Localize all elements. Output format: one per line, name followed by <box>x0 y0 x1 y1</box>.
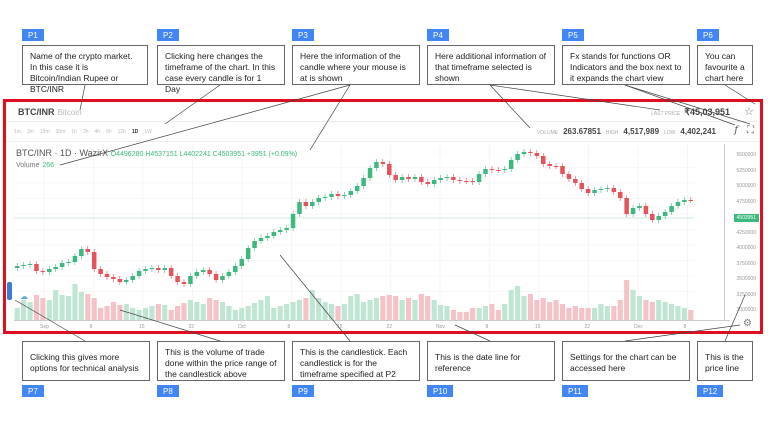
note-p8: This is the volume of trade done within … <box>157 341 285 381</box>
cloud-icon[interactable]: ☁ <box>20 292 28 301</box>
price-tick: 4000000 <box>736 245 756 251</box>
note-p4: Here additional information of that time… <box>427 45 555 85</box>
date-tick: 22 <box>188 324 195 330</box>
price-axis[interactable]: 5500000525000050000004750000450000042500… <box>724 144 760 320</box>
tag-p12: P12 <box>697 385 724 397</box>
date-tick: 8 <box>89 324 93 330</box>
note-p3: Here the information of the candle where… <box>292 45 420 85</box>
tag-p8: P8 <box>157 385 179 397</box>
tag-p1: P1 <box>22 29 44 41</box>
tag-p11: P11 <box>562 385 588 397</box>
timeframe-15m[interactable]: 15m <box>39 129 50 135</box>
tag-p6: P6 <box>697 29 719 41</box>
timeframe-1w[interactable]: 1W <box>144 129 152 135</box>
price-tick: 5250000 <box>736 167 756 174</box>
timeframe-30m[interactable]: 30m <box>55 129 66 135</box>
current-price-badge: 4503951 <box>733 214 759 222</box>
price-tick: 5000000 <box>736 183 756 189</box>
candle-legend: BTC/INR · 1D · WazirX O4496280 H4537151 … <box>16 148 297 158</box>
date-tick: 15 <box>535 324 541 330</box>
price-tick: 5500000 <box>736 152 756 158</box>
date-tick: 15 <box>337 324 343 330</box>
tag-p2: P2 <box>157 29 179 41</box>
date-tick: Dec <box>634 324 643 330</box>
legend-title: BTC/INR · 1D · WazirX <box>16 148 109 158</box>
date-tick: Sep <box>40 324 49 330</box>
timeframe-1h[interactable]: 1h <box>71 129 77 135</box>
date-tick: Oct <box>238 324 246 330</box>
high-value: 4,517,989 <box>623 127 660 136</box>
volume-value: 263.67851 <box>563 127 601 136</box>
date-tick: 22 <box>584 324 591 330</box>
fx-indicators-icon[interactable]: f <box>734 125 738 136</box>
date-tick: 22 <box>386 324 393 330</box>
low-label: LOW <box>664 130 676 136</box>
tag-p3: P3 <box>292 29 314 41</box>
note-p2: Clicking here changes the timeframe of t… <box>157 45 285 94</box>
fx-glyph: f <box>734 125 738 136</box>
price-tick: 3750000 <box>736 260 756 267</box>
note-p7: Clicking this gives more options for tec… <box>22 341 150 381</box>
favourite-star-icon[interactable]: ☆ <box>744 106 754 118</box>
date-tick: 8 <box>287 324 291 330</box>
volume-legend-value: 266 <box>42 162 55 169</box>
tag-p5: P5 <box>562 29 584 41</box>
timeframe-6h[interactable]: 6h <box>106 129 112 135</box>
timeframe-1d[interactable]: 1D <box>131 129 139 135</box>
date-axis[interactable]: Sep 8 15 22 Oct 8 15 22 Nov 8 15 22 Dec 8 <box>14 320 730 331</box>
tag-p10: P10 <box>427 385 454 397</box>
market-pair: BTC/INR <box>18 107 55 117</box>
price-tick: 3500000 <box>736 276 756 282</box>
drawing-tools-tab[interactable] <box>7 282 12 300</box>
date-tick: Nov <box>436 324 445 330</box>
date-tick: 8 <box>485 324 489 330</box>
timeframe-selector: 1m 3m 15m 30m 1h 2h 4h 6h 12h 1D 1W <box>14 129 152 135</box>
price-tick: 4250000 <box>736 229 756 236</box>
timeframe-4h[interactable]: 4h <box>94 129 101 135</box>
note-p1: Name of the crypto market. In this case … <box>22 45 148 94</box>
volume-label: VOLUME <box>536 130 559 136</box>
note-p11: Settings for the chart can be accessed h… <box>562 341 690 381</box>
candlestick-plot[interactable] <box>14 144 730 320</box>
date-tick: 15 <box>139 324 145 330</box>
tag-p9: P9 <box>292 385 314 397</box>
price-tick: 3000000 <box>736 307 756 313</box>
note-p5: Fx stands for functions OR Indicators an… <box>562 45 690 85</box>
timeframe-3m[interactable]: 3m <box>26 129 34 135</box>
tag-p4: P4 <box>427 29 449 41</box>
timeframe-stats: VOLUME 263.67851 HIGH 4,517,989 LOW 4,40… <box>537 127 716 136</box>
chart-widget: BTC/INR Bitcoin LAST PRICE ₹45,03,951 ☆ 1m… <box>3 99 763 334</box>
last-price-value: ₹45,03,951 <box>684 107 730 117</box>
note-p10: This is the date line for reference <box>427 341 555 381</box>
timeframe-12h[interactable]: 12h <box>117 129 126 135</box>
volume-legend: Volume 266 <box>16 162 54 169</box>
timeframe-bar: 1m 3m 15m 30m 1h 2h 4h 6h 12h 1D 1W VOLU… <box>6 122 760 142</box>
volume-legend-label: Volume <box>16 162 40 169</box>
market-subtitle: Bitcoin <box>57 108 82 117</box>
settings-gear-icon[interactable]: ⚙ <box>743 318 752 329</box>
note-p6: You can favourite a chart here <box>697 45 753 85</box>
note-p9: This is the candlestick. Each candlestic… <box>292 341 420 381</box>
market-header: BTC/INR Bitcoin LAST PRICE ₹45,03,951 ☆ <box>6 102 760 122</box>
timeframe-2h[interactable]: 2h <box>82 129 89 135</box>
price-tick: 3250000 <box>736 291 756 298</box>
high-label: HIGH <box>605 130 619 136</box>
tag-p7: P7 <box>22 385 44 397</box>
date-tick: 8 <box>683 324 687 330</box>
low-value: 4,402,241 <box>680 127 716 136</box>
last-price-label: LAST PRICE <box>651 111 681 117</box>
legend-ohlc: O4496280 H4537151 L4402241 C4503951 +395… <box>110 151 298 158</box>
timeframe-1m[interactable]: 1m <box>14 129 21 135</box>
market-name[interactable]: BTC/INR Bitcoin <box>18 107 82 117</box>
note-p12: This is the price line <box>697 341 753 381</box>
price-tick: 4750000 <box>736 198 756 205</box>
fullscreen-icon[interactable]: ⛶ <box>747 125 754 136</box>
last-price: LAST PRICE ₹45,03,951 <box>651 107 730 118</box>
